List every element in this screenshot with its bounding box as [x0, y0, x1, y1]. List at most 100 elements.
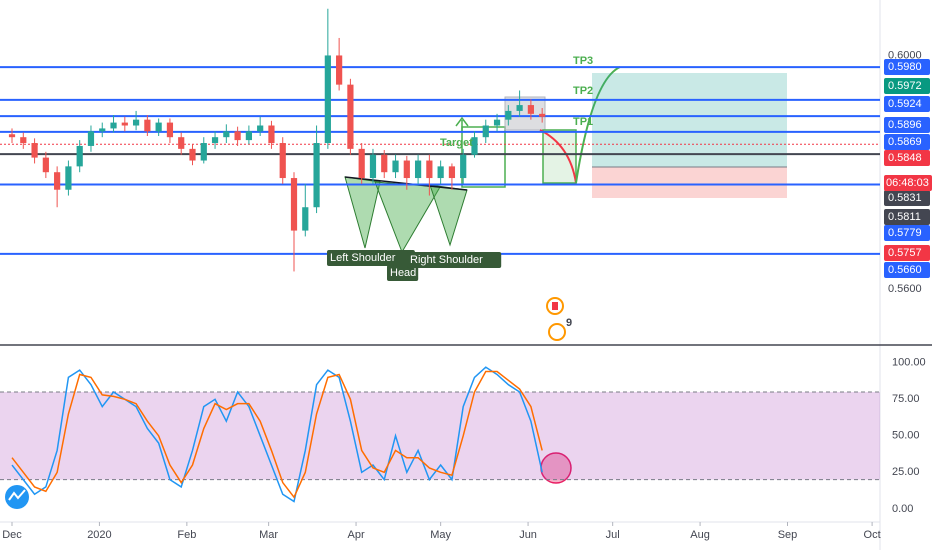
- x-tick-label: Apr: [347, 529, 364, 541]
- price-label: 0.5980: [884, 59, 930, 75]
- y-tick-label: 0.5600: [888, 283, 922, 295]
- candle-body: [65, 166, 72, 190]
- candle-body: [42, 157, 49, 173]
- candle-body: [437, 166, 444, 179]
- candle-body: [426, 160, 433, 179]
- y-tick-label: 0.00: [892, 503, 913, 515]
- price-label-text: 0.5757: [888, 247, 922, 259]
- candle-body: [110, 122, 117, 129]
- candle-body: [347, 84, 354, 149]
- annotation-bg: [407, 252, 502, 268]
- price-label: 0.5896: [884, 117, 930, 133]
- x-tick-label: Dec: [2, 529, 22, 541]
- candle-body: [279, 143, 286, 179]
- price-label: 0.5779: [884, 225, 930, 241]
- candle-body: [166, 122, 174, 138]
- x-tick-label: Jun: [519, 529, 537, 541]
- candle-body: [302, 207, 309, 231]
- y-tick-label: 100.00: [892, 357, 926, 369]
- price-label-bg: [884, 59, 930, 75]
- annotation-bg: [387, 265, 419, 281]
- candle-body: [290, 178, 298, 231]
- x-tick-label: Feb: [177, 529, 196, 541]
- countdown-bg: [884, 175, 932, 191]
- price-label-bg: [884, 117, 930, 133]
- price-label: 0.5972: [884, 78, 930, 94]
- candle-body: [448, 166, 456, 179]
- candle-body: [223, 131, 230, 138]
- target-arrow: [455, 116, 469, 132]
- candle-body: [54, 172, 61, 190]
- x-tick-label: May: [430, 529, 451, 541]
- candle-body: [200, 143, 207, 161]
- price-label-text: 0.5924: [888, 98, 922, 110]
- candle-body: [257, 125, 264, 132]
- x-tick-label: Jul: [606, 529, 620, 541]
- consolidation-box: [504, 96, 546, 131]
- candle-body: [527, 105, 534, 114]
- candle-body: [144, 119, 151, 132]
- candle-body: [20, 137, 27, 144]
- y-tick-label: 25.00: [892, 466, 920, 478]
- countdown: 06:48:03: [884, 175, 932, 191]
- candle-body: [132, 119, 140, 126]
- x-tick-label: Oct: [864, 529, 881, 541]
- candle-body: [245, 131, 252, 141]
- candle-body: [539, 113, 546, 117]
- candle-body: [369, 154, 377, 179]
- price-label-bg: [884, 225, 930, 241]
- price-label-bg: [884, 262, 930, 278]
- price-label: 0.5811: [884, 209, 930, 225]
- price-label-text: 0.5660: [888, 264, 922, 276]
- price-label-bg: [884, 209, 930, 225]
- candle-body: [358, 148, 365, 179]
- candle-body: [268, 125, 275, 144]
- price-label: 0.5757: [884, 245, 930, 261]
- price-label: 0.5831: [884, 190, 930, 206]
- candle-body: [493, 119, 501, 126]
- candle-body: [403, 160, 410, 179]
- price-label: 0.5924: [884, 96, 930, 112]
- annotation-bg: [327, 250, 415, 266]
- pullback-curve: [539, 129, 577, 184]
- price-label-text: 0.5831: [888, 192, 922, 204]
- logo-mark: [8, 489, 26, 501]
- price-label-bg: [884, 78, 930, 94]
- price-label-bg: [884, 190, 930, 206]
- long-position-profit: [592, 73, 787, 167]
- candle-body: [505, 110, 512, 120]
- candle-body: [99, 128, 106, 132]
- long-position-stop: [592, 167, 787, 198]
- countdown-text: 06:48:03: [886, 177, 929, 189]
- candle-body: [121, 122, 128, 126]
- price-label-bg: [884, 96, 930, 112]
- price-label-bg: [884, 245, 930, 261]
- price-label-text: 0.5869: [888, 136, 922, 148]
- candle-body: [324, 55, 331, 144]
- price-label-bg: [884, 134, 930, 150]
- candle-body: [87, 131, 95, 146]
- projection-curve: [575, 66, 621, 184]
- price-label-text: 0.5980: [888, 61, 922, 73]
- candle-body: [8, 134, 16, 138]
- event-icon[interactable]: [548, 323, 566, 341]
- candle-body: [211, 137, 219, 144]
- stoch-line: [11, 370, 543, 499]
- y-tick-label: 75.00: [892, 393, 920, 405]
- annotation: 9: [566, 317, 572, 329]
- price-label-text: 0.5972: [888, 80, 922, 92]
- annotation: TP3: [573, 55, 593, 67]
- candle-body: [471, 137, 478, 155]
- x-tick-label: Sep: [778, 529, 798, 541]
- pullback-box: [542, 129, 577, 184]
- annotation: Right Shoulder: [410, 254, 483, 266]
- candle-body: [178, 137, 185, 149]
- x-tick-label: Mar: [259, 529, 278, 541]
- price-label: 0.5869: [884, 134, 930, 150]
- candle-body: [313, 143, 320, 208]
- annotation: TP1: [573, 116, 593, 128]
- price-label-text: 0.5811: [888, 211, 921, 223]
- annotation: Target: [440, 137, 473, 149]
- price-label-text: 0.5896: [888, 119, 922, 131]
